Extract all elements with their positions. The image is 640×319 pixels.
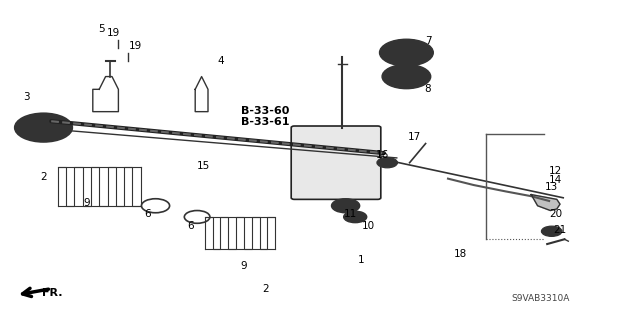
Text: FR.: FR. [42,288,62,298]
Text: 2: 2 [40,172,47,182]
Text: 3: 3 [24,92,30,102]
Text: 13: 13 [545,182,558,192]
Text: 1: 1 [358,255,365,265]
Text: 15: 15 [197,161,210,171]
Text: 12: 12 [549,166,562,176]
Circle shape [332,199,360,213]
Text: 14: 14 [549,175,562,185]
Text: 9: 9 [83,197,90,208]
Text: 7: 7 [426,36,432,47]
Text: 16: 16 [376,150,389,160]
Text: 20: 20 [549,209,562,219]
Text: 6: 6 [144,209,150,219]
Text: 6: 6 [188,221,194,232]
Text: 10: 10 [362,221,374,232]
Circle shape [380,39,433,66]
Text: 2: 2 [262,284,269,294]
Text: 11: 11 [344,209,357,219]
Text: S9VAB3310A: S9VAB3310A [511,294,570,303]
Text: 8: 8 [424,84,431,94]
Text: 21: 21 [554,225,566,235]
Text: 5: 5 [98,24,104,34]
Polygon shape [531,195,560,211]
Text: 17: 17 [408,132,421,142]
Text: B-33-60
B-33-61: B-33-60 B-33-61 [241,106,290,127]
Circle shape [344,211,367,223]
Text: 18: 18 [454,249,467,259]
Text: 19: 19 [108,28,120,39]
Circle shape [377,158,397,168]
Circle shape [541,226,562,236]
FancyBboxPatch shape [291,126,381,199]
Circle shape [382,64,431,89]
Circle shape [15,113,72,142]
Text: 9: 9 [240,261,246,271]
Text: 4: 4 [218,56,224,66]
Text: 19: 19 [129,41,142,51]
